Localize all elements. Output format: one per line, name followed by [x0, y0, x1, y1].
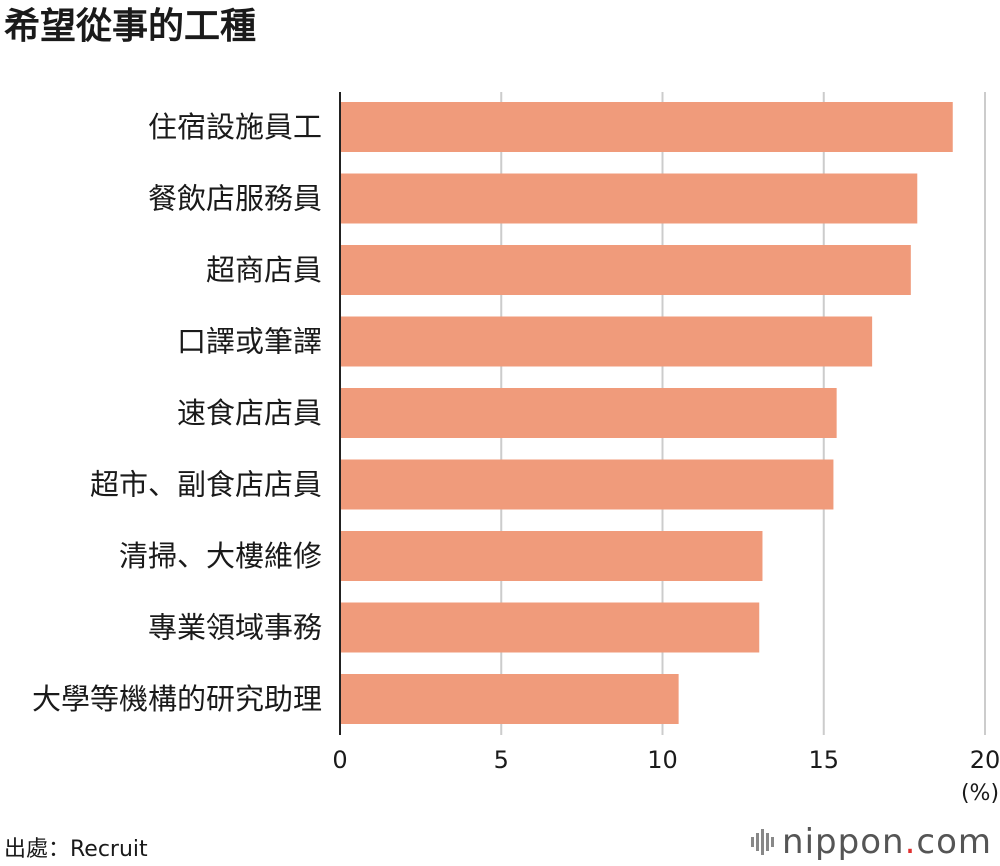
category-label-5: 超市、副食店店員: [90, 468, 322, 502]
category-label-1: 餐飲店服務員: [148, 182, 322, 216]
logo-tld: com: [916, 822, 992, 862]
category-label-3: 口譯或筆譯: [177, 325, 322, 359]
bar-6: [340, 531, 763, 581]
sound-bars-icon: [751, 829, 775, 855]
category-labels: 住宿設施員工餐飲店服務員超商店員口譯或筆譯速食店店員超市、副食店店員清掃、大樓維…: [32, 110, 322, 716]
bar-7: [340, 602, 760, 653]
bar-0: [340, 102, 953, 152]
bar-3: [340, 316, 873, 367]
logo-name: nippon: [782, 822, 905, 862]
bar-4: [340, 388, 837, 438]
tick-label-1: 5: [494, 746, 509, 774]
tick-label-0: 0: [332, 746, 347, 774]
tick-label-4: 20: [970, 746, 1000, 774]
chart-title: 希望從事的工種: [4, 6, 257, 47]
category-label-4: 速食店店員: [177, 396, 322, 430]
category-label-2: 超商店員: [206, 253, 322, 287]
bar-1: [340, 173, 918, 224]
category-label-7: 專業領域事務: [148, 611, 322, 645]
source-note: 出處：Recruit: [4, 837, 148, 862]
tick-label-3: 15: [808, 746, 839, 774]
tick-labels: 0 5 10 15 20: [332, 746, 1000, 774]
logo-dot: .: [904, 822, 917, 862]
bar-5: [340, 459, 834, 510]
bars: [340, 102, 953, 724]
bar-2: [340, 245, 911, 295]
tick-label-2: 10: [647, 746, 678, 774]
bar-8: [340, 674, 679, 724]
bar-chart: 住宿設施員工餐飲店服務員超商店員口譯或筆譯速食店店員超市、副食店店員清掃、大樓維…: [32, 92, 1000, 806]
x-unit-label: (%): [961, 781, 999, 806]
category-label-0: 住宿設施員工: [148, 110, 322, 144]
category-label-8: 大學等機構的研究助理: [32, 682, 322, 716]
category-label-6: 清掃、大樓維修: [119, 539, 322, 573]
nippon-logo: nippon. com: [751, 822, 992, 862]
